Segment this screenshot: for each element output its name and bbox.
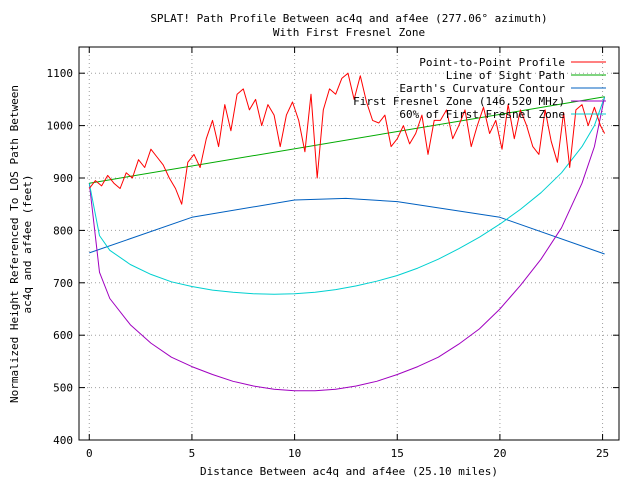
fresnel-60-line <box>88 96 606 295</box>
legend-label-1: Line of Sight Path <box>446 69 565 82</box>
x-tick-label: 20 <box>493 447 506 460</box>
line-of-sight-line <box>89 96 605 184</box>
y-tick-label: 400 <box>53 434 73 447</box>
x-tick-label: 15 <box>391 447 404 460</box>
x-tick-label: 5 <box>189 447 196 460</box>
y-axis-label-line1: Normalized Height Referenced To LOS Path… <box>8 85 21 403</box>
y-tick-label: 800 <box>53 224 73 237</box>
legend-label-4: 60% of First Fresnel Zone <box>399 108 565 121</box>
y-tick-label: 600 <box>53 329 73 342</box>
earth-curvature-line <box>89 197 605 255</box>
chart-title-line2: With First Fresnel Zone <box>273 26 425 39</box>
y-tick-label: 900 <box>53 172 73 185</box>
tick-labels: 400 500 600 700 800 900 1000 1100 0 5 10 15 20 25 <box>47 67 610 460</box>
y-tick-label: 1100 <box>47 67 74 80</box>
legend-label-3: First Fresnel Zone (146.520 MHz) <box>353 95 565 108</box>
y-tick-label: 1000 <box>47 120 74 133</box>
x-axis-label: Distance Between ac4q and af4ee (25.10 m… <box>200 465 498 478</box>
fresnel-zone-line <box>88 96 606 392</box>
y-tick-label: 500 <box>53 382 73 395</box>
x-tick-label: 25 <box>596 447 609 460</box>
series-lines <box>88 72 606 392</box>
y-tick-label: 700 <box>53 277 73 290</box>
x-tick-label: 10 <box>288 447 301 460</box>
x-tick-label: 0 <box>86 447 93 460</box>
legend: Point-to-Point Profile Line of Sight Pat… <box>353 56 606 121</box>
legend-label-2: Earth's Curvature Contour <box>399 82 565 95</box>
grid <box>79 47 619 441</box>
legend-label-0: Point-to-Point Profile <box>419 56 565 69</box>
plot-frame <box>78 46 620 441</box>
profile-line <box>88 72 606 205</box>
chart-title-line1: SPLAT! Path Profile Between ac4q and af4… <box>150 12 547 25</box>
y-axis-label-line2: ac4q and af4ee (feet) <box>21 174 34 313</box>
